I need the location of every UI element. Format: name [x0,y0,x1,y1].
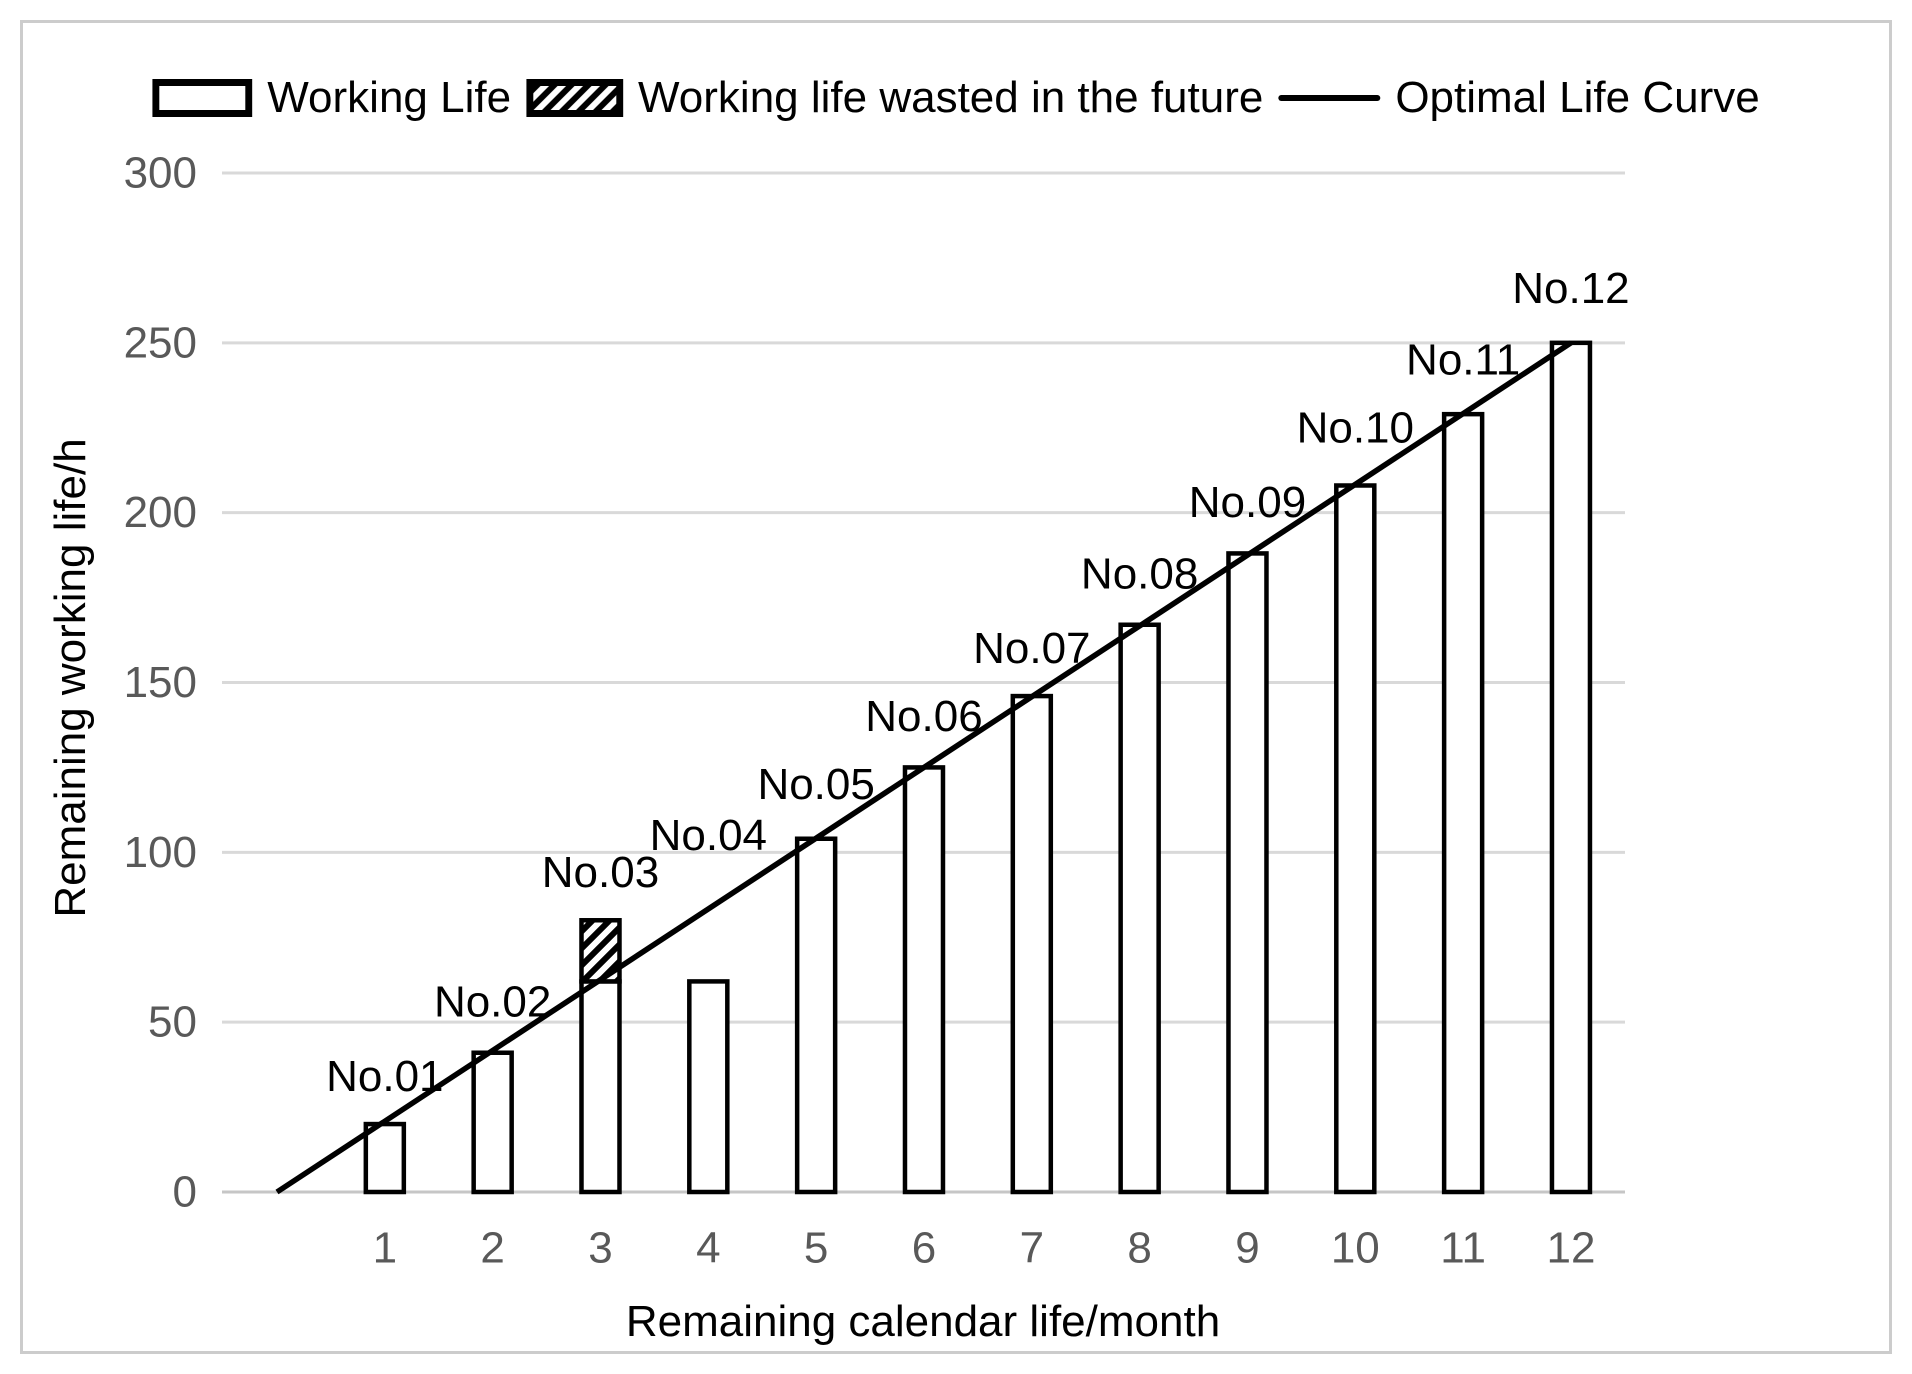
bar-working-life [1010,693,1054,1195]
x-tick-label: 5 [804,1224,828,1273]
legend-item-working-life: Working Life [152,76,511,120]
legend-label-wasted-life: Working life wasted in the future [638,73,1264,122]
legend-item-wasted-life: Working life wasted in the future [526,76,1263,120]
bar-working-life [1441,411,1485,1195]
y-tick-label: 150 [124,658,197,707]
bar-working-life [471,1050,514,1195]
x-axis-title: Remaining calendar life/month [625,1297,1221,1346]
legend-label-optimal-curve: Optimal Life Curve [1395,73,1760,122]
bar-label: No.02 [434,977,551,1026]
x-tick-label: 1 [373,1224,397,1273]
x-tick-label: 2 [480,1224,504,1273]
x-tick-label: 7 [1020,1224,1044,1273]
y-tick-label: 0 [173,1168,197,1217]
y-tick-label: 300 [124,149,197,198]
bar-label: No.04 [650,811,767,860]
working-life-swatch-icon [152,79,253,117]
bar-label: No.09 [1189,478,1306,527]
optimal-life-curve-line [275,340,1573,1195]
legend: Working Life Working life wasted in the … [152,73,1760,122]
bar-working-life [902,765,946,1195]
x-tick-label: 9 [1235,1224,1259,1273]
bar-label: No.08 [1081,549,1198,598]
line-swatch-icon [1278,95,1381,101]
y-tick-label: 200 [124,488,197,537]
x-tick-label: 12 [1546,1224,1595,1273]
bar-label: No.11 [1406,335,1520,384]
x-tick-label: 10 [1331,1224,1380,1273]
y-tick-label: 50 [148,998,197,1047]
x-tick-label: 4 [696,1224,720,1273]
hatched-swatch-icon [526,79,624,117]
bar-working-life [687,979,730,1195]
bar-label: No.10 [1297,403,1414,452]
x-tick-label: 8 [1127,1224,1151,1273]
bar-label: No.01 [326,1052,443,1101]
bar-working-life [1226,551,1269,1195]
legend-item-optimal-curve: Optimal Life Curve [1278,73,1760,122]
bar-working-life [579,979,622,1195]
x-tick-label: 3 [588,1224,612,1273]
bar-working-life [1549,340,1593,1195]
bar-working-life [794,836,838,1195]
x-tick-label: 11 [1440,1224,1486,1273]
x-tick-label: 6 [912,1224,936,1273]
y-axis-title: Remaining working life/h [46,438,95,918]
bar-working-life [1334,483,1377,1195]
y-tick-label: 250 [124,318,197,367]
bar-label: No.07 [973,624,1090,673]
bar-working-life [363,1121,407,1195]
bar-label: No.12 [1512,264,1629,313]
y-tick-label: 100 [124,828,197,877]
bar-label: No.06 [865,692,982,741]
bar-working-life [1118,622,1161,1195]
legend-label-working-life: Working Life [267,73,512,122]
bar-wasted-life-hatched [579,918,622,984]
bar-label: No.03 [542,848,659,897]
bar-label: No.05 [757,760,874,809]
